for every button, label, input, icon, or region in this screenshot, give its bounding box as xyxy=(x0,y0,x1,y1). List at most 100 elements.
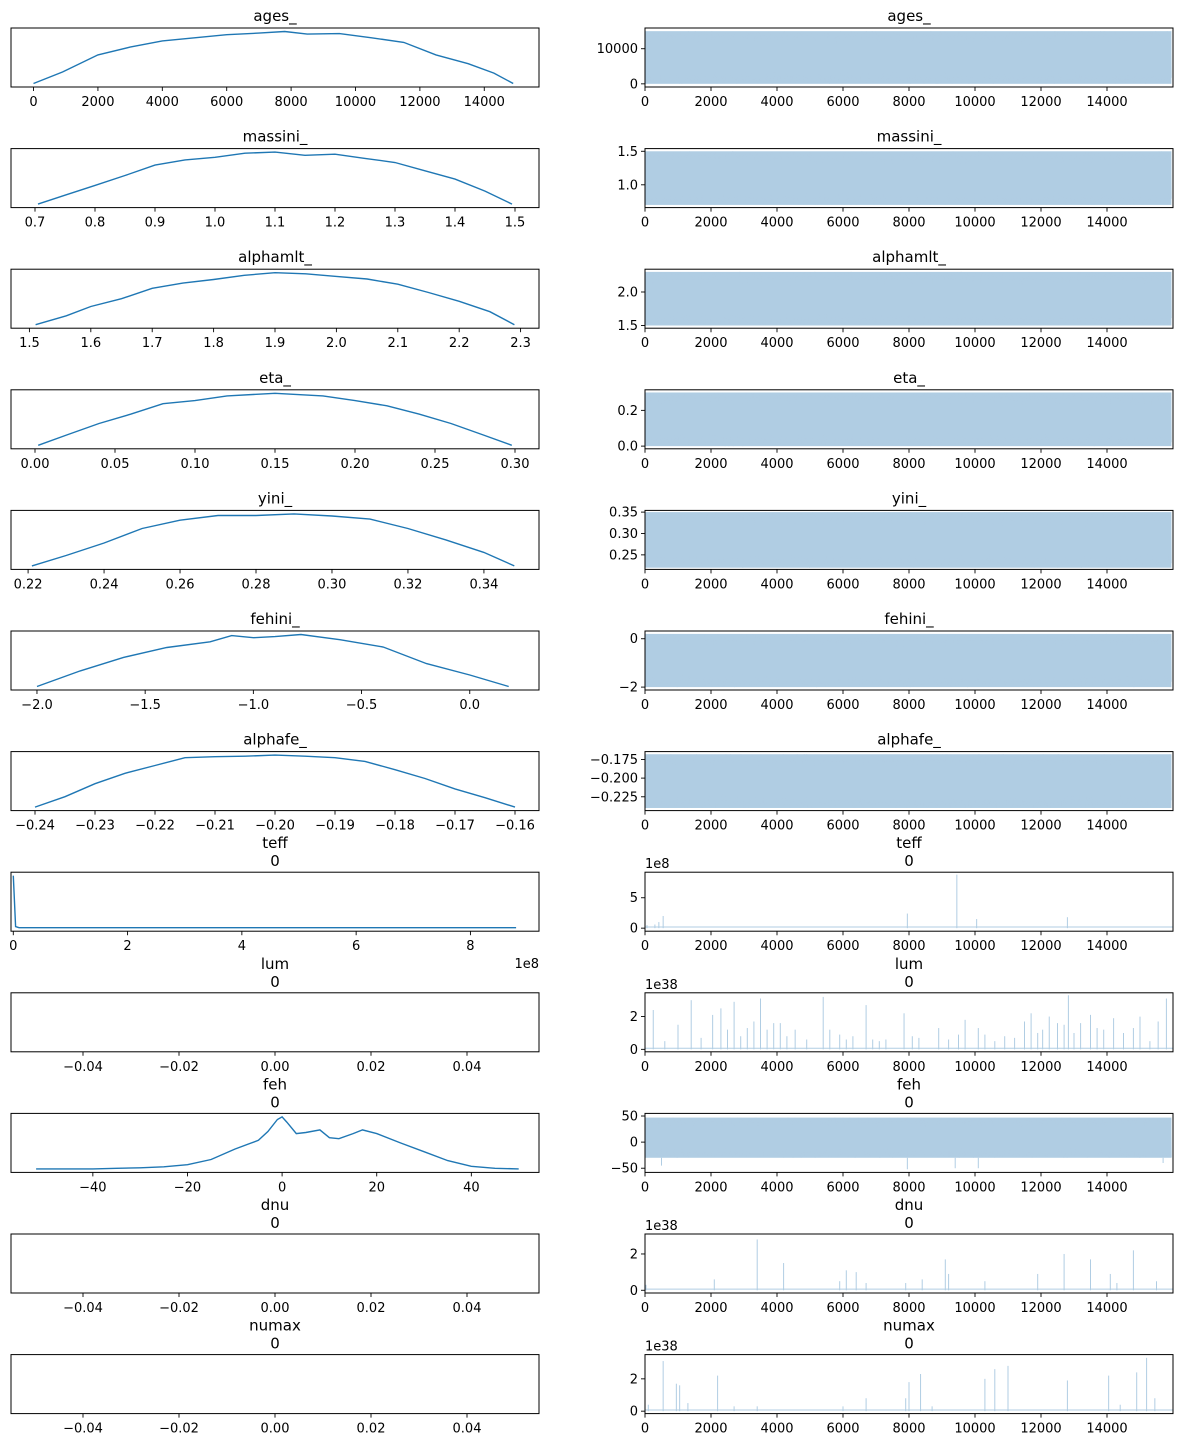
posterior-feh-xtick-label: −40 xyxy=(79,1180,106,1195)
posterior-massini-kde-line xyxy=(37,151,513,205)
posterior-feh-title: feh xyxy=(263,1075,287,1093)
trace-lum-xtick-label: 2000 xyxy=(694,1060,727,1075)
posterior-numax-xtick-label: −0.04 xyxy=(63,1422,103,1437)
posterior-numax-xtick-label: 0.02 xyxy=(357,1422,386,1437)
trace-fehini-xtick-label: 14000 xyxy=(1086,698,1127,713)
trace-massini-xtick-label: 6000 xyxy=(826,216,859,231)
posterior-eta-xtick-label: 0.20 xyxy=(341,457,370,472)
trace-eta-xtick-label: 10000 xyxy=(954,457,995,472)
trace-feh-xtick-label: 10000 xyxy=(954,1180,995,1195)
trace-eta-xtick-label: 14000 xyxy=(1086,457,1127,472)
posterior-teff-xtick-label: 0 xyxy=(9,939,17,954)
posterior-teff-kde-line xyxy=(12,875,517,929)
trace-numax-title: numax xyxy=(883,1317,935,1335)
trace-alphafe-xtick-label: 10000 xyxy=(954,819,995,834)
posterior-eta-xtick-label: 0.00 xyxy=(21,457,50,472)
trace-massini-xtick-label: 10000 xyxy=(954,216,995,231)
trace-teff-xtick-label: 14000 xyxy=(1086,939,1127,954)
posterior-eta-xtick-label: 0.25 xyxy=(421,457,450,472)
posterior-yini-xtick-label: 0.32 xyxy=(393,577,422,592)
posterior-massini-xtick-label: 0.7 xyxy=(25,216,46,231)
posterior-alphafe-xtick-label: −0.20 xyxy=(255,819,295,834)
trace-alphafe-xtick-label: 2000 xyxy=(694,819,727,834)
trace-eta-xtick-label: 6000 xyxy=(826,457,859,472)
trace-fehini-ytick-label: 0 xyxy=(630,632,638,647)
trace-yini-xtick-label: 8000 xyxy=(892,577,925,592)
trace-eta-ytick-label: 0.2 xyxy=(617,404,638,419)
posterior-alphafe-axes-frame xyxy=(10,751,540,812)
trace-fehini-xtick-label: 12000 xyxy=(1020,698,1061,713)
trace-eta-xtick-label: 8000 xyxy=(892,457,925,472)
trace-teff-ytick-label: 5 xyxy=(630,891,638,906)
trace-alphamlt-xtick-label: 4000 xyxy=(760,336,793,351)
posterior-dnu-xtick-label: −0.02 xyxy=(159,1301,199,1316)
trace-feh-xtick-label: 4000 xyxy=(760,1180,793,1195)
trace-yini-title: yini_ xyxy=(892,489,927,508)
posterior-alphafe-xtick-label: −0.19 xyxy=(315,819,355,834)
posterior-fehini-title: fehini_ xyxy=(250,610,300,629)
trace-yini-xtick-label: 12000 xyxy=(1020,577,1061,592)
trace-numax-xtick-label: 10000 xyxy=(954,1422,995,1437)
posterior-fehini-xtick-label: −0.5 xyxy=(346,698,378,713)
trace-massini-xtick-label: 0 xyxy=(641,216,649,231)
trace-feh-xtick-label: 12000 xyxy=(1020,1180,1061,1195)
trace-teff-xtick-label: 2000 xyxy=(694,939,727,954)
trace-alphamlt-xtick-label: 14000 xyxy=(1086,336,1127,351)
posterior-fehini-xtick-label: −1.0 xyxy=(238,698,270,713)
posterior-teff-axes-frame xyxy=(10,871,540,932)
posterior-yini-kde-line xyxy=(31,513,515,567)
posterior-eta-axes-frame xyxy=(10,389,540,450)
posterior-numax-subtitle: 0 xyxy=(270,1335,280,1353)
posterior-fehini-xtick-label: −1.5 xyxy=(129,698,161,713)
posterior-alphamlt-xtick-label: 2.2 xyxy=(449,336,470,351)
posterior-teff-xtick-label: 4 xyxy=(238,939,246,954)
posterior-alphamlt-xtick-label: 1.7 xyxy=(142,336,163,351)
trace-teff-xtick-label: 0 xyxy=(641,939,649,954)
trace-massini-xtick-label: 8000 xyxy=(892,216,925,231)
posterior-teff-subtitle: 0 xyxy=(270,852,280,870)
trace-lum-xtick-label: 4000 xyxy=(760,1060,793,1075)
trace-feh-xtick-label: 8000 xyxy=(892,1180,925,1195)
posterior-alphamlt-kde-line xyxy=(35,271,515,326)
posterior-alphamlt-xtick-label: 1.5 xyxy=(19,336,40,351)
trace-alphamlt-xtick-label: 6000 xyxy=(826,336,859,351)
posterior-alphafe-xtick-label: −0.24 xyxy=(15,819,55,834)
posterior-alphamlt-xtick-label: 1.8 xyxy=(203,336,224,351)
posterior-fehini-kde-line xyxy=(36,633,509,688)
posterior-massini-xtick-label: 1.1 xyxy=(265,216,286,231)
posterior-alphafe-xtick-label: −0.17 xyxy=(435,819,475,834)
trace-teff-xtick-label: 6000 xyxy=(826,939,859,954)
posterior-eta-xtick-label: 0.15 xyxy=(261,457,290,472)
trace-teff-xtick-label: 10000 xyxy=(954,939,995,954)
posterior-yini-axes-frame xyxy=(10,509,540,570)
trace-alphamlt-trace-line xyxy=(644,271,1172,326)
trace-alphafe-xtick-label: 8000 xyxy=(892,819,925,834)
posterior-teff-x-offset: 1e8 xyxy=(514,957,539,972)
posterior-alphafe-xtick-label: −0.18 xyxy=(375,819,415,834)
posterior-alphafe-xtick-label: −0.22 xyxy=(135,819,175,834)
posterior-massini-xtick-label: 1.3 xyxy=(385,216,406,231)
trace-teff-xtick-label: 12000 xyxy=(1020,939,1061,954)
trace-teff-ytick-label: 0 xyxy=(630,922,638,937)
trace-numax-xtick-label: 4000 xyxy=(760,1422,793,1437)
trace-alphafe-ytick-label: −0.200 xyxy=(590,772,638,787)
trace-ages-xtick-label: 8000 xyxy=(892,95,925,110)
trace-ages-ytick-label: 0 xyxy=(630,77,638,92)
trace-massini-trace-line xyxy=(644,151,1172,205)
trace-alphafe-ytick-label: −0.225 xyxy=(590,790,638,805)
trace-dnu-y-offset: 1e38 xyxy=(645,1219,678,1234)
trace-feh-ytick-label: 50 xyxy=(621,1110,638,1125)
trace-yini-xtick-label: 6000 xyxy=(826,577,859,592)
trace-eta-xtick-label: 12000 xyxy=(1020,457,1061,472)
trace-lum-subtitle: 0 xyxy=(904,973,914,991)
trace-alphamlt-xtick-label: 0 xyxy=(641,336,649,351)
posterior-lum-xtick-label: 0.00 xyxy=(261,1060,290,1075)
trace-lum-title: lum xyxy=(895,955,923,973)
posterior-feh-subtitle: 0 xyxy=(270,1093,280,1111)
trace-dnu-xtick-label: 14000 xyxy=(1086,1301,1127,1316)
posterior-massini-xtick-label: 0.8 xyxy=(85,216,106,231)
trace-lum-ytick-label: 2 xyxy=(630,1010,638,1025)
trace-alphafe-xtick-label: 14000 xyxy=(1086,819,1127,834)
trace-alphamlt-xtick-label: 2000 xyxy=(694,336,727,351)
trace-ages-xtick-label: 6000 xyxy=(826,95,859,110)
